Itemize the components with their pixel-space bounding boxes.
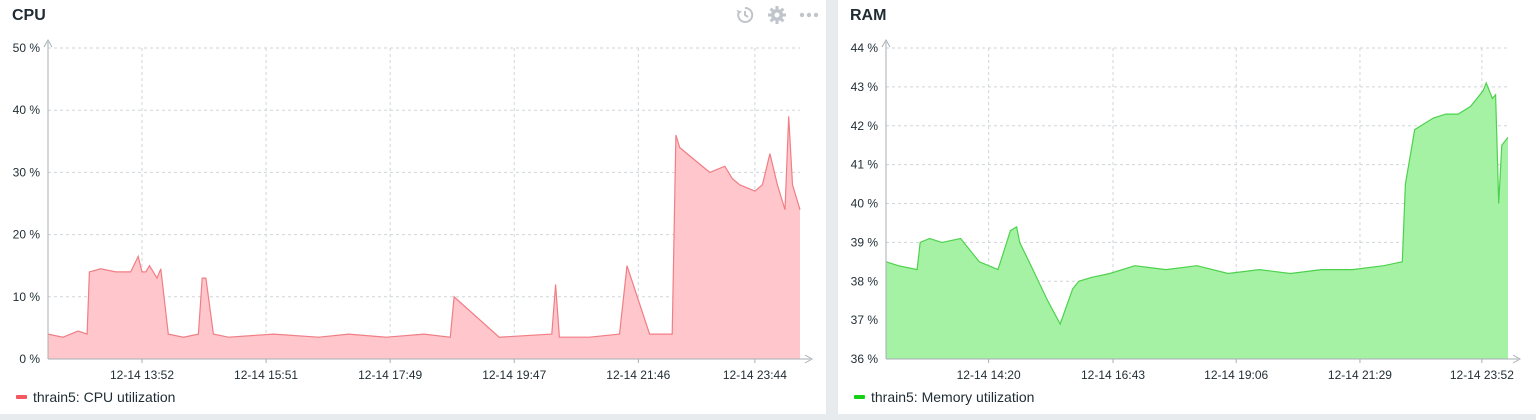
y-tick-label: 20 % [13, 228, 41, 242]
y-tick-label: 38 % [851, 274, 879, 288]
y-tick-label: 37 % [851, 313, 879, 327]
y-axis-arrow [43, 38, 53, 48]
panel-title: RAM [850, 7, 887, 24]
y-tick-label: 39 % [851, 235, 879, 249]
y-tick-label: 42 % [851, 119, 879, 133]
series-area [886, 83, 1508, 359]
y-tick-label: 44 % [851, 41, 879, 55]
y-tick-label: 0 % [19, 352, 40, 366]
legend-label: thrain5: CPU utilization [33, 389, 176, 405]
x-axis-arrow [804, 354, 814, 364]
ram-chart: 36 % 37 % 38 % 39 % 40 % 41 % 42 % 43 % 44 % 12-1… [851, 38, 1522, 382]
x-tick-label: 12-14 13:52 [110, 368, 174, 382]
x-tick-label: 12-14 21:46 [606, 368, 670, 382]
x-axis-arrow [1512, 354, 1522, 364]
y-tick-label: 43 % [851, 80, 879, 94]
x-tick-label: 12-14 19:47 [482, 368, 546, 382]
x-tick-label: 12-14 23:44 [723, 368, 787, 382]
gear-icon[interactable] [766, 4, 788, 26]
y-tick-label: 30 % [13, 165, 41, 179]
y-tick-label: 50 % [13, 41, 41, 55]
y-axis-arrow [881, 38, 891, 48]
y-tick-label: 10 % [13, 290, 41, 304]
y-tick-label: 41 % [851, 158, 879, 172]
x-tick-label: 12-14 21:29 [1328, 368, 1392, 382]
x-tick-label: 12-14 14:20 [957, 368, 1021, 382]
panel-title: CPU [12, 7, 46, 24]
legend[interactable]: thrain5: Memory utilization [854, 389, 1034, 405]
x-tick-label: 12-14 23:52 [1450, 368, 1514, 382]
series-area [48, 116, 800, 360]
ram-panel: RAM 36 % 37 % 38 % 39 % 40 % 41 % 42 % 43 % 44 %… [838, 0, 1536, 414]
x-tick-label: 12-14 19:06 [1204, 368, 1268, 382]
legend-swatch [854, 395, 865, 399]
history-icon[interactable] [734, 4, 756, 26]
legend[interactable]: thrain5: CPU utilization [16, 389, 175, 405]
series-line [47, 116, 801, 338]
cpu-panel: CPU 0 % 10 % 20 % 30 % 40 % 50 % 12-14 13:52 12… [0, 0, 826, 414]
legend-swatch [16, 395, 27, 399]
panel-header-icons [734, 4, 820, 26]
more-icon[interactable] [798, 4, 820, 26]
x-tick-label: 12-14 17:49 [358, 368, 422, 382]
x-tick-label: 12-14 16:43 [1081, 368, 1145, 382]
y-tick-label: 36 % [851, 352, 879, 366]
x-tick-label: 12-14 15:51 [234, 368, 298, 382]
y-tick-label: 40 % [851, 197, 879, 211]
series-line [885, 81, 1509, 326]
cpu-chart: 0 % 10 % 20 % 30 % 40 % 50 % 12-14 13:52 12-14 … [13, 38, 814, 382]
y-tick-label: 40 % [13, 103, 41, 117]
legend-label: thrain5: Memory utilization [871, 389, 1035, 405]
